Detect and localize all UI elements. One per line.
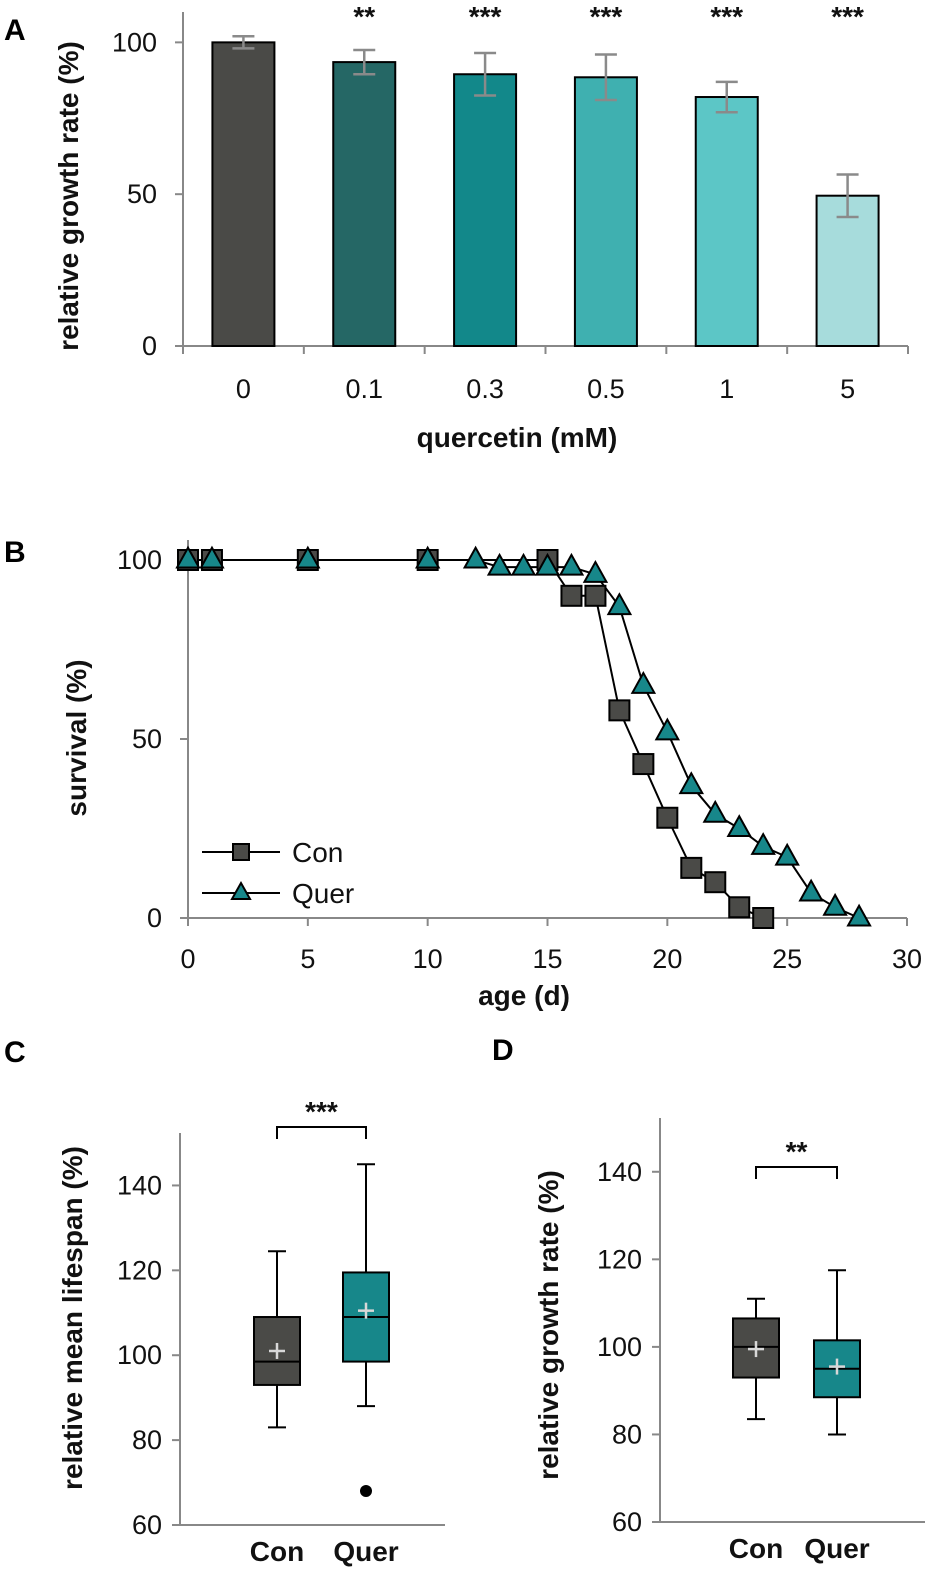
panel-b-point-quer: [199, 545, 225, 569]
panel-d-x-tick-label: Quer: [804, 1533, 869, 1564]
panel-b-point-con: [728, 896, 751, 919]
panel-b-x-tick-label: 0: [180, 944, 195, 974]
panel-c-label: C: [4, 1036, 26, 1069]
panel-b-point-quer: [654, 717, 681, 741]
panel-b-y-axis-label: survival (%): [61, 659, 92, 816]
panel-b-point-quer: [726, 814, 752, 838]
panel-b-point-quer: [678, 771, 704, 795]
panel-a-significance: **: [353, 1, 375, 32]
panel-a-bar: [573, 76, 638, 347]
panel-d-significance-bracket: [755, 1166, 838, 1179]
panel-a-label: A: [4, 14, 26, 47]
panel-a-y-tick-label: 100: [112, 27, 157, 57]
panel-d-y-tick-label: 140: [597, 1157, 642, 1187]
panel-a-bar: [694, 96, 759, 347]
panel-b-legend-marker: [232, 843, 250, 861]
panel-a-bar: [211, 41, 276, 347]
panel-a-significance: ***: [710, 1, 743, 32]
panel-b-point-quer: [486, 552, 513, 576]
panel-d-y-tick-label: 100: [597, 1332, 642, 1362]
panel-b-label: B: [4, 536, 26, 569]
panel-a-significance: ***: [469, 1, 502, 32]
panel-b-point-quer: [414, 545, 441, 569]
panel-d: D relative growth rate (%) 60 80 100 120 140…: [492, 1034, 925, 1564]
panel-a-bar: [332, 61, 397, 347]
panel-b-point-quer: [630, 670, 657, 694]
panel-b-point-quer: [822, 892, 848, 916]
panel-a-x-tick-label: 1: [719, 374, 734, 404]
panel-b-point-quer: [846, 903, 872, 927]
panel-a-significance: ***: [831, 1, 864, 32]
panel-a-x-axis-label: quercetin (mM): [417, 422, 618, 453]
panel-b-point-quer: [582, 559, 609, 583]
panel-b-point-quer: [702, 799, 728, 823]
panel-c-x-tick-label: Quer: [333, 1536, 398, 1567]
panel-b-y-tick-label: 50: [132, 724, 162, 754]
panel-b-point-con: [680, 856, 703, 879]
panel-d-y-tick-label: 60: [612, 1507, 642, 1537]
panel-b-legend-marker: [230, 880, 252, 900]
panel-b-point-con: [608, 699, 631, 722]
panel-b-point-con: [656, 806, 679, 829]
panel-c-y-tick-label: 60: [132, 1510, 162, 1540]
panel-b-y-tick-label: 0: [147, 903, 162, 933]
panel-b-x-axis-label: age (d): [478, 980, 570, 1011]
panel-b-point-con: [584, 584, 607, 607]
panel-a-x-tick-label: 0: [236, 374, 251, 404]
panel-b-legend-label: Con: [292, 837, 343, 868]
panel-d-y-tick-label: 80: [612, 1419, 642, 1449]
panel-a-x-tick-label: 0.5: [587, 374, 625, 404]
panel-b-point-quer: [774, 842, 800, 866]
panel-b-x-tick-label: 25: [772, 944, 802, 974]
panel-c-outlier: [360, 1485, 372, 1498]
panel-a: A relative growth rate (%) quercetin (mM…: [4, 1, 909, 453]
panel-b-point-quer: [798, 878, 824, 902]
panel-a-bar: [815, 194, 880, 347]
panel-c-y-tick-label: 120: [117, 1255, 162, 1285]
panel-a-y-tick-label: 0: [142, 331, 157, 361]
panel-b-series-line-quer: [188, 559, 860, 919]
panel-c-y-tick-label: 100: [117, 1340, 162, 1370]
panel-d-significance: **: [786, 1136, 808, 1167]
panel-b-point-quer: [750, 832, 776, 855]
panel-b-point-quer: [175, 545, 201, 569]
panel-b-point-con: [632, 753, 655, 776]
panel-b-legend-label: Quer: [292, 878, 354, 909]
panel-b-point-quer: [295, 545, 321, 569]
panel-a-x-tick-label: 5: [840, 374, 855, 404]
panel-b-point-quer: [510, 552, 537, 576]
panel-b-x-tick-label: 30: [892, 944, 922, 974]
panel-c-y-axis-label: relative mean lifespan (%): [57, 1146, 88, 1490]
panel-b-point-quer: [462, 545, 489, 569]
panel-a-y-axis-label: relative growth rate (%): [53, 41, 84, 351]
panel-c-y-tick-label: 140: [117, 1170, 162, 1200]
panel-b-point-quer: [606, 592, 633, 616]
panel-b-x-tick-label: 15: [532, 944, 562, 974]
panel-b-x-tick-label: 20: [652, 944, 682, 974]
panel-c-x-tick-label: Con: [250, 1536, 304, 1567]
panel-b-point-quer: [558, 552, 585, 576]
panel-b-x-tick-label: 5: [300, 944, 315, 974]
panel-a-y-tick-label: 50: [127, 179, 157, 209]
panel-c: C relative mean lifespan (%) 60 80 100 120 1…: [4, 1036, 445, 1567]
panel-a-significance: ***: [590, 1, 623, 32]
panel-b-point-con: [752, 907, 775, 929]
panel-a-bar: [453, 73, 518, 347]
panel-d-y-axis-label: relative growth rate (%): [533, 1170, 564, 1480]
panel-c-y-tick-label: 80: [132, 1425, 162, 1455]
panel-b-point-con: [560, 584, 583, 607]
panel-d-y-tick-label: 120: [597, 1244, 642, 1274]
panel-b-y-tick-label: 100: [117, 545, 162, 575]
panel-d-label: D: [492, 1034, 514, 1067]
panel-a-x-tick-label: 0.3: [466, 374, 504, 404]
panel-c-significance-bracket: [276, 1126, 367, 1139]
panel-b: B survival (%) age (d) 0 50 100 0 5 10 15 20 25 3…: [4, 536, 922, 1011]
panel-b-x-tick-label: 10: [413, 944, 443, 974]
panel-c-significance: ***: [305, 1096, 338, 1127]
panel-a-x-tick-label: 0.1: [345, 374, 383, 404]
panel-b-point-quer: [534, 552, 561, 576]
panel-b-point-con: [704, 871, 727, 894]
panel-d-x-tick-label: Con: [729, 1533, 783, 1564]
